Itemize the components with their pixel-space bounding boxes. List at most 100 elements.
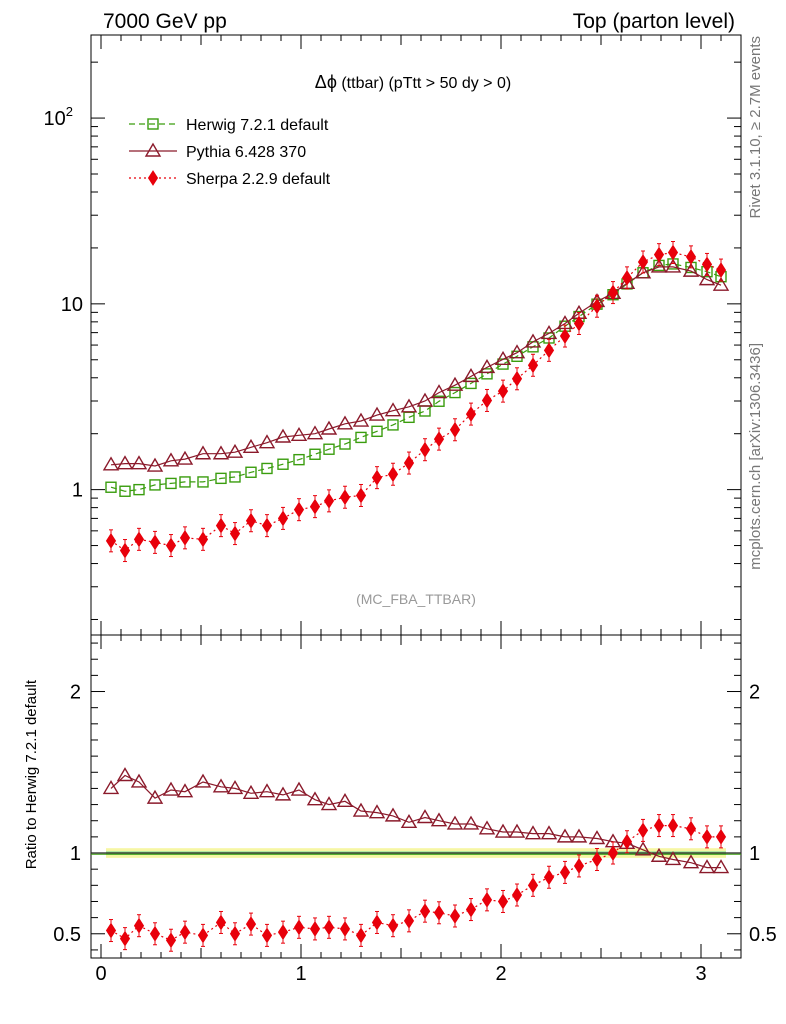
main-ticks [91, 61, 741, 620]
sherpa-point [607, 845, 619, 861]
sherpa-point [323, 492, 335, 509]
herwig-point [245, 466, 257, 478]
sherpa-point [701, 256, 713, 273]
pythia-point [400, 813, 418, 829]
sherpa-point [371, 914, 383, 931]
sherpa-point [715, 828, 727, 845]
sherpa-point [637, 254, 649, 270]
pythia-point [430, 384, 448, 399]
pythia-point [664, 851, 682, 866]
sherpa-point [261, 927, 273, 944]
pythia-point [712, 276, 730, 291]
sherpa-point [277, 924, 289, 941]
sherpa-point [433, 431, 445, 448]
sherpa-point [105, 922, 117, 939]
x-ticks [100, 35, 742, 958]
sherpa-point [449, 908, 461, 924]
sherpa-point [667, 244, 679, 261]
pythia-point [368, 406, 386, 421]
pythia-point [446, 376, 464, 391]
pythia-point [290, 781, 308, 796]
pythia-point [102, 780, 120, 795]
sherpa-point [229, 525, 241, 542]
y-tick-label: 2 [749, 682, 760, 704]
pythia-point [698, 271, 716, 286]
sherpa-point [119, 542, 131, 559]
pythia-point [508, 823, 526, 838]
pythia-line [110, 266, 722, 467]
herwig-point [149, 479, 161, 491]
legend-label: Herwig 7.2.1 default [186, 117, 329, 134]
herwig-point [511, 350, 523, 362]
y-tick-label: 1 [749, 843, 760, 865]
pythia-point [588, 830, 606, 845]
sherpa-point [543, 869, 555, 886]
collision-label: 7000 GeV pp [103, 10, 227, 33]
x-tick-label: 0 [95, 963, 106, 985]
sherpa-point [573, 858, 585, 874]
sherpa-point [149, 925, 161, 942]
main-series-sherpa [105, 240, 727, 563]
main-series-pythia [102, 258, 730, 472]
legend-label: Sherpa 2.2.9 default [186, 171, 331, 188]
y-tick-label: 2 [70, 682, 81, 704]
sherpa-point [179, 924, 191, 941]
sherpa-point [621, 269, 633, 286]
pythia-point [336, 792, 354, 808]
pythia-point [462, 367, 480, 383]
sherpa-point [293, 501, 305, 518]
sherpa-point [559, 864, 571, 881]
sherpa-point [197, 531, 209, 548]
frames [90, 34, 742, 959]
pythia-point [226, 780, 244, 795]
sherpa-point [419, 903, 431, 920]
herwig-point [449, 386, 461, 399]
pythia-point [430, 812, 448, 827]
pythia-point [226, 443, 244, 458]
herwig-point [323, 443, 335, 455]
pythia-point [682, 854, 700, 869]
sherpa-point [481, 392, 493, 409]
pythia-point [650, 258, 668, 273]
sherpa-point [667, 817, 679, 834]
pythia-point [146, 789, 164, 804]
herwig-point [277, 458, 289, 470]
pythia-point [306, 425, 324, 440]
sherpa-point [481, 891, 493, 908]
pythia-point [290, 426, 308, 442]
sherpa-point [449, 421, 461, 438]
sherpa-point [685, 820, 697, 837]
ratio-series-pythia [102, 767, 730, 874]
pythia-point [130, 455, 148, 470]
legend-marker [147, 118, 159, 130]
pythia-point [556, 828, 574, 843]
pythia-point [570, 828, 588, 843]
sherpa-point [245, 916, 257, 933]
pythia-point [446, 815, 464, 830]
pythia-point [258, 434, 276, 449]
pythia-point [116, 455, 134, 470]
ratio-ticks [91, 642, 741, 951]
ratio-ylabel: Ratio to Herwig 7.2.1 default [23, 679, 40, 869]
sherpa-point [165, 537, 177, 554]
pythia-point [634, 841, 652, 856]
pythia-point [494, 350, 512, 365]
pythia-point [258, 783, 276, 798]
y-tick-label: 102 [44, 104, 73, 130]
pythia-point [194, 773, 212, 788]
sherpa-point [497, 893, 509, 910]
pythia-point [540, 325, 558, 340]
sherpa-point [355, 487, 367, 504]
sherpa-point [229, 925, 241, 942]
sherpa-point [607, 284, 619, 301]
herwig-point [355, 431, 367, 444]
pythia-point [242, 438, 260, 453]
herwig-point [229, 471, 241, 483]
pythia-point [242, 784, 260, 799]
pythia-point [416, 809, 434, 824]
pythia-point [524, 333, 542, 348]
sherpa-point [403, 912, 415, 929]
sherpa-point [215, 517, 227, 534]
sherpa-point [339, 489, 351, 506]
